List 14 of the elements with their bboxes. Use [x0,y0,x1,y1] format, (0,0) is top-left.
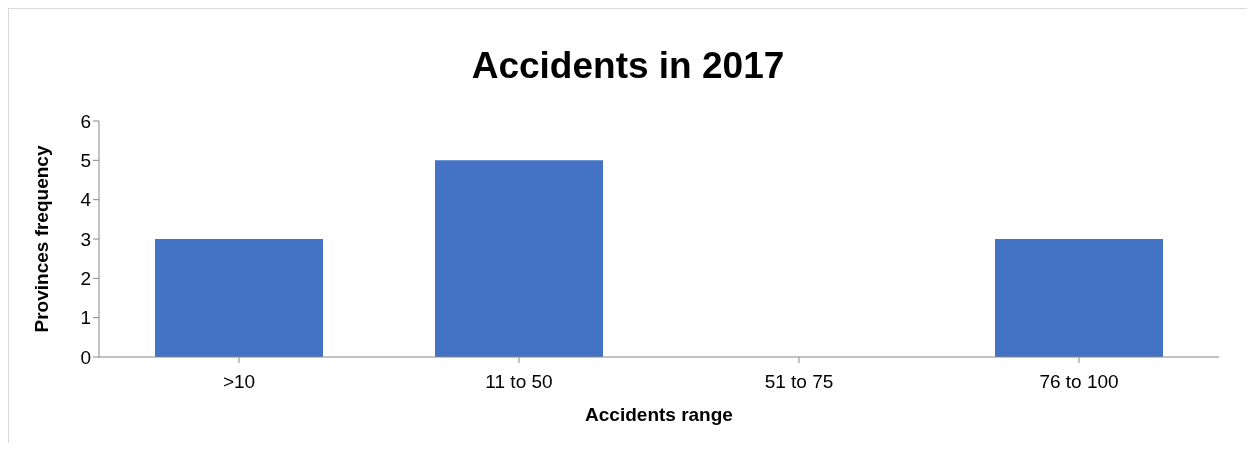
x-tick-label: 76 to 100 [1039,371,1119,393]
y-tick-label: 3 [80,228,91,250]
y-tick-label: 4 [80,189,92,211]
chart-title: Accidents in 2017 [470,44,786,88]
x-tick-label: >10 [222,371,256,393]
y-tick-label: 2 [80,268,91,290]
y-tick-label: 5 [80,150,91,172]
x-axis-title: Accidents range [585,404,733,425]
y-axis-title: Provinces frequency [30,145,52,333]
x-tick-label: 11 to 50 [485,371,553,393]
y-tick-label: 0 [80,346,91,368]
y-tick-label: 1 [80,307,91,329]
x-tick-label: 51 to 75 [764,371,834,393]
y-tick-label: 6 [80,110,91,132]
